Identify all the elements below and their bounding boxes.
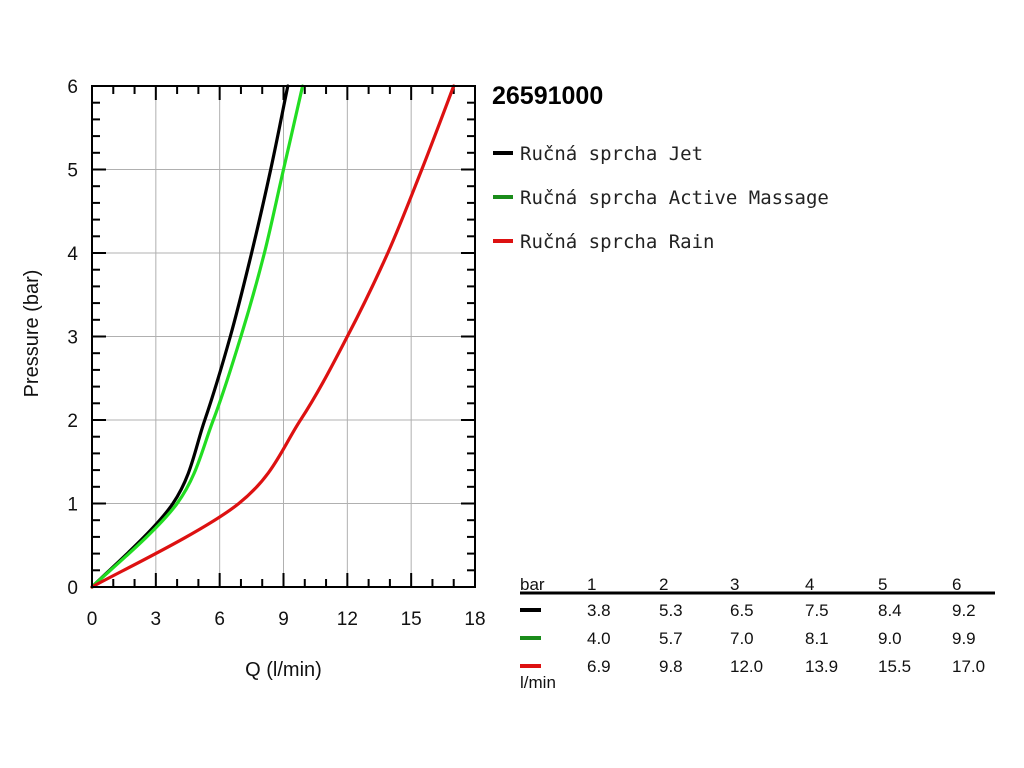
table-header-pressure: 4 [805,575,814,594]
x-tick-label: 3 [151,609,162,630]
table-header-pressure: 2 [659,575,668,594]
table-cell: 9.8 [659,657,683,676]
legend: Ručná sprcha Jet Ručná sprcha Active Mass… [493,143,829,253]
table-cell: 6.5 [730,601,754,620]
y-tick-label: 4 [67,244,78,265]
x-tick-label: 12 [337,609,358,630]
x-tick-label: 6 [214,609,225,630]
table-cell: 12.0 [730,657,763,676]
legend-label: Ručná sprcha Rain [520,231,714,253]
table-cell: 5.7 [659,629,683,648]
y-tick-label: 3 [67,328,78,349]
series-line-3 [90,84,456,589]
x-tick-label: 18 [464,609,485,630]
y-tick-label: 2 [67,411,78,432]
legend-label: Ručná sprcha Active Massage [520,187,829,209]
x-tick-label: 15 [401,609,422,630]
y-tick-label: 5 [67,161,78,182]
series-line-1 [90,84,290,589]
x-axis-title: Q (l/min) [245,659,322,681]
x-tick-label: 0 [87,609,98,630]
legend-label: Ručná sprcha Jet [520,143,703,165]
table-cell: 9.2 [952,601,976,620]
grid [92,86,475,587]
table-cell: 9.9 [952,629,976,648]
table-cell: 7.5 [805,601,829,620]
table-cell: 13.9 [805,657,838,676]
table-header-bar: bar [520,575,545,594]
table-cell: 6.9 [587,657,611,676]
y-tick-label: 0 [67,578,78,599]
table-cell: 8.4 [878,601,902,620]
chart-title: 26591000 [492,82,603,110]
table-header-pressure: 6 [952,575,961,594]
table-unit-label: l/min [520,673,556,692]
flow-table: bar 1 2 3 4 5 6 3.8 5.3 6.5 7.5 8.4 9.2 4.0 5.7 7.0 8.1 9… [520,575,995,692]
table-cell: 5.3 [659,601,683,620]
x-tick-label: 9 [278,609,289,630]
table-cell: 15.5 [878,657,911,676]
plot-frame [91,85,476,588]
series-line-2 [90,84,305,589]
y-tick-label: 1 [67,495,78,516]
table-cell: 7.0 [730,629,754,648]
table-cell: 9.0 [878,629,902,648]
table-cell: 17.0 [952,657,985,676]
table-header-pressure: 1 [587,575,596,594]
table-header-pressure: 3 [730,575,739,594]
table-header-pressure: 5 [878,575,887,594]
y-tick-label: 6 [67,77,78,98]
table-cell: 8.1 [805,629,829,648]
table-cell: 4.0 [587,629,611,648]
series-lines [90,84,456,589]
y-axis-title: Pressure (bar) [21,270,43,398]
table-cell: 3.8 [587,601,611,620]
